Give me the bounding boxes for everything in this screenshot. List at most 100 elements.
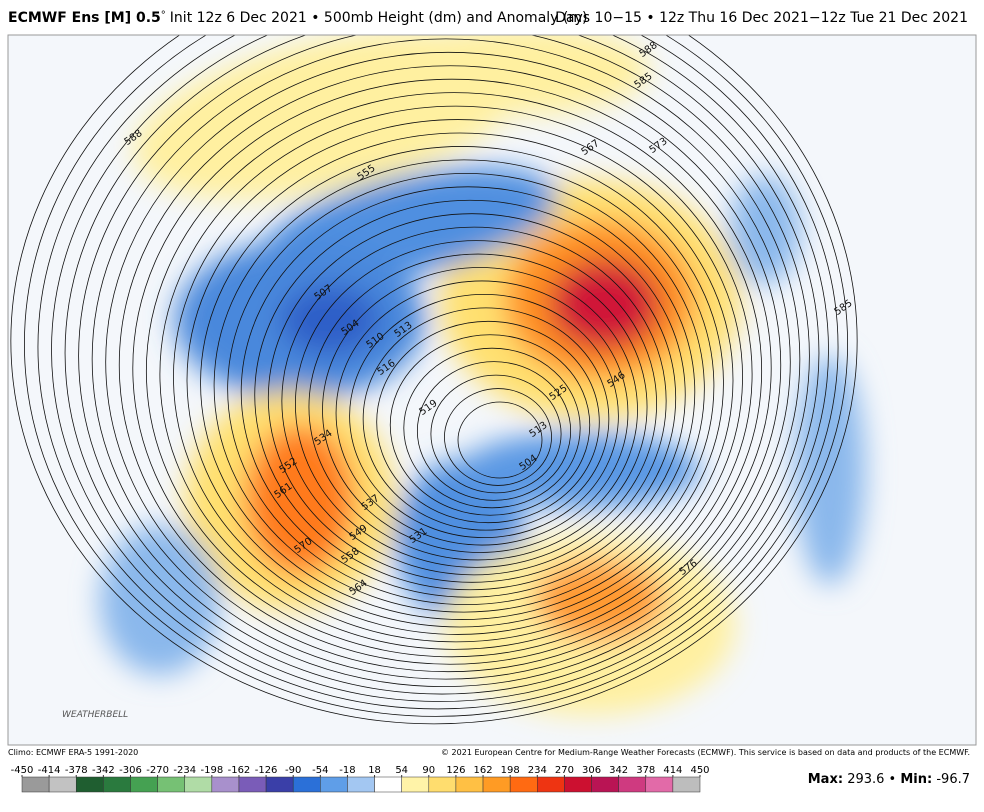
contour [37, 35, 839, 710]
contour [254, 199, 686, 591]
map: 5885555075045105135165195345525615375495… [8, 35, 976, 745]
contour [132, 78, 772, 658]
contour [308, 253, 648, 561]
contour [430, 374, 562, 494]
colorbar-tick-label: -162 [228, 765, 251, 776]
colorbar-swatch [157, 776, 185, 793]
colorbar-swatch [482, 776, 511, 793]
height-contours [10, 35, 858, 725]
contour [227, 172, 705, 606]
max-label: Max: [808, 772, 843, 787]
colorbar-swatch [374, 776, 402, 793]
contour [51, 35, 829, 702]
colorbar-tick-label: -18 [339, 765, 355, 776]
copyright: © 2021 European Centre for Medium-Range … [441, 748, 970, 757]
colorbar-tick-label: -270 [146, 765, 169, 776]
title: ECMWF Ens [M] 0.5° Init 12z 6 Dec 2021 • … [8, 10, 587, 26]
title-bold: ECMWF Ens [M] 0.5 [8, 10, 161, 26]
max-value: 293.6 [847, 772, 884, 787]
contour [200, 146, 724, 620]
colorbar-swatch [21, 776, 50, 793]
colorbar-tick-label: -378 [65, 765, 88, 776]
contour [105, 51, 791, 673]
contour [362, 307, 610, 531]
colorbar-swatch [265, 776, 294, 793]
colorbar-swatch [591, 776, 619, 793]
contour [10, 35, 858, 725]
contour [376, 320, 600, 524]
colorbar-tick-label: -90 [285, 765, 301, 776]
colorbar-swatch [48, 776, 77, 793]
colorbar-swatch [103, 776, 131, 793]
colorbar-tick-label: 450 [690, 765, 709, 776]
colorbar-swatch [428, 776, 457, 793]
colorbar: -450 -414 -378 -342 -306 -270 -234 -198 -162 -126… [11, 765, 710, 793]
colorbar-swatch [564, 776, 592, 793]
contour [186, 132, 734, 628]
contour [91, 38, 801, 680]
contour [64, 35, 820, 695]
colorbar-swatch [184, 776, 213, 793]
colorbar-swatch [75, 776, 104, 793]
colorbar-tick-label: 54 [395, 765, 408, 776]
colorbar-tick-label: 306 [582, 765, 601, 776]
contour [322, 267, 638, 553]
contour [213, 159, 715, 613]
contour [145, 92, 763, 650]
contour [267, 213, 677, 583]
separator: • [889, 772, 897, 787]
colorbar-tick-label: 90 [422, 765, 435, 776]
colorbar-tick-label: 126 [446, 765, 465, 776]
max-min: Max: 293.6 • Min: -96.7 [808, 772, 970, 787]
colorbar-swatch [537, 776, 565, 793]
valid-time: Days 10−15 • 12z Thu 16 Dec 2021−12z Tue… [555, 10, 968, 26]
colorbar-tick-label: -198 [200, 765, 223, 776]
colorbar-tick-label: -234 [173, 765, 196, 776]
contour [444, 388, 552, 486]
colorbar-swatch [672, 776, 701, 793]
colorbar-tick-label: -450 [11, 765, 34, 776]
contour [335, 280, 629, 546]
contour [240, 186, 696, 598]
colorbar-tick-label: -126 [255, 765, 278, 776]
colorbar-tick-label: 18 [368, 765, 381, 776]
colorbar-tick-label: 198 [501, 765, 520, 776]
colorbar-tick-label: 414 [663, 765, 682, 776]
colorbar-tick-label: -342 [92, 765, 115, 776]
contour [416, 361, 572, 501]
contour [389, 334, 591, 516]
title-degree: ° [161, 10, 166, 21]
logo: WEATHERBELL [62, 710, 128, 720]
min-value: -96.7 [936, 772, 970, 787]
map-border [7, 34, 977, 746]
contour [281, 226, 667, 576]
colorbar-swatch [509, 776, 538, 793]
colorbar-tick-label: 270 [555, 765, 574, 776]
colorbar-tick-label: 378 [636, 765, 655, 776]
colorbar-swatch [401, 776, 430, 793]
contour [457, 401, 543, 479]
contour [403, 347, 581, 509]
colorbar-swatch [238, 776, 267, 793]
min-label: Min: [900, 772, 932, 787]
colorbar-swatch [455, 776, 484, 793]
colorbar-tick-label: -54 [312, 765, 328, 776]
colorbar-tick-label: 162 [473, 765, 492, 776]
colorbar-swatch [645, 776, 674, 793]
colorbar-tick-label: 342 [609, 765, 628, 776]
climo: Climo: ECMWF ERA-5 1991-2020 [8, 748, 138, 757]
colorbar-tick-label: 234 [528, 765, 547, 776]
contour [118, 65, 782, 665]
colorbar-swatch [320, 776, 348, 793]
contour [294, 240, 658, 568]
colorbar-swatch [211, 776, 240, 793]
colorbar-swatch [618, 776, 647, 793]
colorbar-swatch [130, 776, 158, 793]
contour [349, 293, 619, 538]
colorbar-swatch [347, 776, 375, 793]
contour [173, 119, 743, 635]
contour [159, 105, 753, 643]
colorbar-tick-label: -414 [38, 765, 61, 776]
colorbar-swatch [292, 776, 321, 793]
